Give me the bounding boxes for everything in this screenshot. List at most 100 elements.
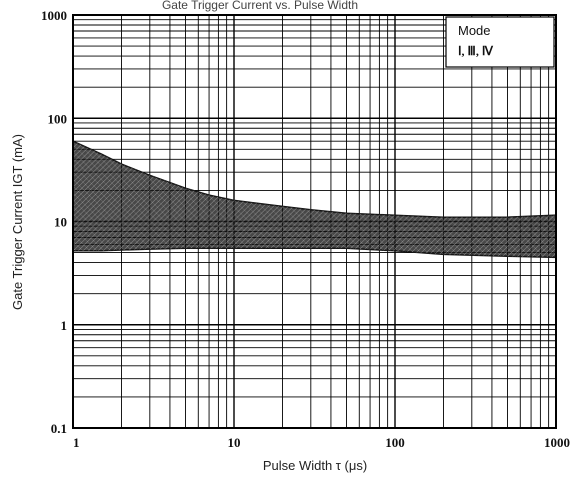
hatch-line xyxy=(232,141,556,258)
y-tick-label: 1000 xyxy=(41,8,67,23)
hatch-line xyxy=(73,141,334,258)
hatch-line xyxy=(267,141,556,258)
x-tick-label: 10 xyxy=(228,435,241,450)
hatch-line xyxy=(277,141,556,258)
hatch-line xyxy=(73,141,319,258)
hatch-line xyxy=(122,141,544,258)
hatch-line xyxy=(73,141,409,258)
hatch-line xyxy=(234,141,556,258)
hatch-line xyxy=(73,141,479,258)
hatch-line xyxy=(136,141,556,258)
legend-title: Mode xyxy=(458,23,491,38)
hatch-line xyxy=(241,141,556,258)
hatch-line xyxy=(73,141,439,258)
x-tick-label: 100 xyxy=(385,435,405,450)
hatch-line xyxy=(290,141,556,258)
hatch-line xyxy=(97,141,519,258)
hatch-line xyxy=(73,141,304,258)
chart-title: Gate Trigger Current vs. Pulse Width xyxy=(162,0,358,12)
hatch-line xyxy=(302,141,556,258)
hatch-line xyxy=(73,141,359,258)
y-tick-label: 1 xyxy=(61,318,68,333)
hatch-line xyxy=(73,141,419,258)
legend-frame xyxy=(445,16,555,68)
band-texture xyxy=(73,15,571,428)
y-tick-labels: 1000 100 10 1 0.1 xyxy=(41,8,67,436)
hatch-line xyxy=(73,141,374,258)
hatch-line xyxy=(73,141,467,258)
hatch-line xyxy=(272,141,556,258)
legend-modes: Ⅰ, Ⅲ, Ⅳ xyxy=(458,44,494,58)
hatch-line xyxy=(102,141,524,258)
hatch-line xyxy=(311,141,556,258)
hatch-line xyxy=(255,141,556,258)
hatch-line xyxy=(178,141,556,258)
hatch-line xyxy=(237,141,556,258)
hatch-line xyxy=(73,141,460,258)
hatch-line xyxy=(332,141,556,258)
hatch-line xyxy=(73,141,464,258)
hatch-line xyxy=(92,141,514,258)
hatch-line xyxy=(73,141,334,258)
hatch-line xyxy=(73,141,376,258)
y-axis-label: Gate Trigger Current IGT (mA) xyxy=(10,134,25,310)
hatch-line xyxy=(322,141,556,258)
hatch-line xyxy=(187,141,556,258)
hatch-line xyxy=(142,141,556,258)
hatch-line xyxy=(73,141,389,258)
hatch-line xyxy=(73,141,494,258)
hatch-line xyxy=(222,141,556,258)
x-axis-label: Pulse Width τ (μs) xyxy=(263,458,367,473)
hatch-line xyxy=(73,141,474,258)
hatch-line xyxy=(282,141,556,258)
hatch-line xyxy=(212,141,556,258)
hatch-line xyxy=(73,141,444,258)
hatch-line xyxy=(304,141,556,258)
hatch-line xyxy=(73,141,397,258)
hatch-line xyxy=(73,141,383,258)
hatch-line xyxy=(339,141,556,258)
hatch-line xyxy=(73,141,418,258)
hatch-line xyxy=(108,141,530,258)
hatch-line xyxy=(77,141,499,258)
hatch-line xyxy=(297,141,556,258)
hatch-line xyxy=(117,141,539,258)
hatch-line xyxy=(73,141,299,258)
hatch-line xyxy=(73,141,429,258)
hatch-line xyxy=(217,141,556,258)
hatch-line xyxy=(199,141,556,258)
hatch-line xyxy=(262,141,556,258)
hatch-line xyxy=(269,141,556,258)
hatch-line xyxy=(73,141,327,258)
hatch-line xyxy=(94,141,516,258)
hatch-line xyxy=(152,141,556,258)
hatch-line xyxy=(73,141,355,258)
hatch-line xyxy=(82,141,504,258)
hatch-line xyxy=(558,15,571,428)
hatch-line xyxy=(73,141,354,258)
hatch-line xyxy=(122,141,544,258)
hatch-line xyxy=(177,141,556,258)
hatch-line xyxy=(172,141,556,258)
hatch-line xyxy=(73,141,306,258)
hatch-line xyxy=(182,141,556,258)
hatch-line xyxy=(73,141,425,258)
hatch-line xyxy=(157,141,556,258)
hatch-line xyxy=(283,141,556,258)
hatch-line xyxy=(73,141,439,258)
hatch-line xyxy=(73,141,446,258)
hatch-line xyxy=(327,141,556,258)
hatch-line xyxy=(312,141,556,258)
x-tick-labels: 1 10 100 1000 xyxy=(73,435,570,450)
plot-frame xyxy=(72,14,557,429)
hatch-line xyxy=(192,141,556,258)
hatch-line xyxy=(73,141,324,258)
y-tick-label: 10 xyxy=(54,215,67,230)
hatch-line xyxy=(115,141,537,258)
hatch-line xyxy=(73,141,313,258)
hatch-line xyxy=(150,141,556,258)
hatch-line xyxy=(317,141,556,258)
hatch-line xyxy=(207,141,556,258)
band-hatching xyxy=(73,15,571,428)
hatch-line xyxy=(167,141,556,258)
